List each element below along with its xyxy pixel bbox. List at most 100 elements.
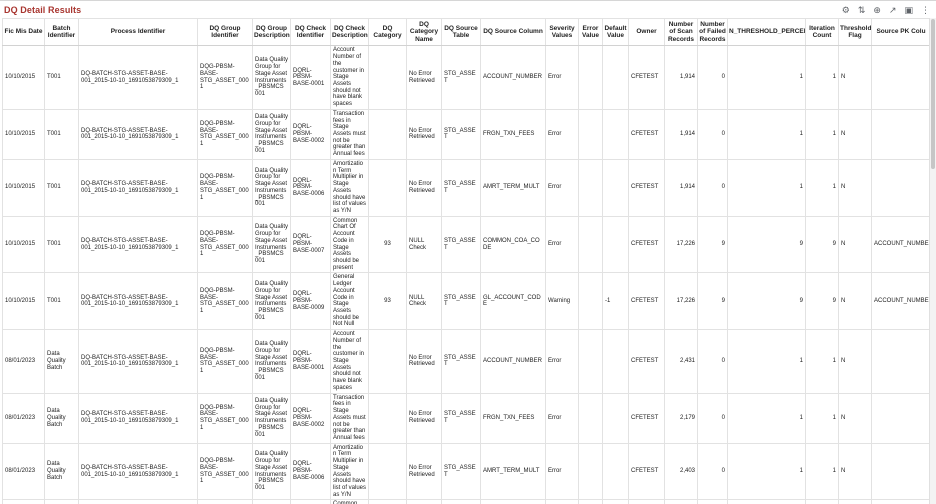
- cell-error-value: [578, 272, 603, 331]
- column-header-owner[interactable]: Owner: [628, 18, 665, 47]
- cell-severity-values: Error: [545, 158, 579, 217]
- cell-dq-check-identifier: DQRL-PBSM-BASE-0007: [290, 215, 331, 274]
- cell-severity-values: Error: [545, 329, 579, 394]
- cell-batch-identifier: T001: [44, 108, 79, 160]
- cell-source-pk-colu: [871, 45, 929, 110]
- cell-dq-group-description: Data Quality Group for Stage Asset Instr…: [252, 329, 291, 394]
- cell-fic-mis-date: 08/01/2023: [2, 499, 45, 504]
- cell-dq-check-description: Amortization Term Multiplier in Stage As…: [330, 442, 369, 501]
- cell-default-value: [602, 442, 629, 501]
- cell-default-value: [602, 215, 629, 274]
- cell-n-threshold-percent: 1: [727, 158, 806, 217]
- cell-dq-source-table: STG_ASSET: [441, 329, 481, 394]
- cell-dq-source-table: STG_ASSET: [441, 442, 481, 501]
- cell-source-pk-colu: [871, 329, 929, 394]
- cell-n-threshold-percent: 1: [727, 392, 806, 444]
- cell-threshold-flag: N: [838, 392, 872, 444]
- cell-iteration-count: 1: [805, 392, 839, 444]
- cell-batch-identifier: Data Quality Batch: [44, 499, 79, 504]
- settings-icon[interactable]: ⚙: [841, 4, 850, 15]
- cell-severity-values: Error: [545, 108, 579, 160]
- column-header-fic-mis-date[interactable]: Fic Mis Date: [2, 18, 45, 47]
- cell-dq-category-name: No Error Retrieved: [406, 442, 442, 501]
- column-header-number-of-scan-records[interactable]: Number of Scan Records: [664, 18, 698, 47]
- cell-number-of-failed-records: 9: [697, 272, 728, 331]
- cell-fic-mis-date: 10/10/2015: [2, 45, 45, 110]
- cell-owner: CFETEST: [628, 329, 665, 394]
- cell-n-threshold-percent: 9: [727, 272, 806, 331]
- column-header-default-value[interactable]: Default Value: [602, 18, 629, 47]
- cell-source-pk-colu: ACCOUNT_NUMBER,A: [871, 215, 929, 274]
- column-header-iteration-count[interactable]: Iteration Count: [805, 18, 839, 47]
- cell-default-value: [602, 329, 629, 394]
- cell-iteration-count: 9: [805, 272, 839, 331]
- cell-dq-category-name: No Error Retrieved: [406, 108, 442, 160]
- cell-dq-source-column: FRGN_TXN_FEES: [480, 392, 546, 444]
- cell-n-threshold-percent: 1: [727, 45, 806, 110]
- cell-error-value: [578, 158, 603, 217]
- cell-process-identifier: DQ-BATCH-STG-ASSET-BASE-001_2015-10-10_1…: [78, 45, 198, 110]
- maximize-icon[interactable]: ▣: [904, 4, 913, 15]
- cell-dq-check-identifier: DQRL-PBSM-BASE-0001: [290, 45, 331, 110]
- cell-dq-group-identifier: DQG-PBSM-BASE-STG_ASSET_0001: [197, 329, 253, 394]
- open-in-new-icon[interactable]: ↗: [888, 4, 897, 15]
- table-row: 10/10/2015 T001 DQ-BATCH-STG-ASSET-BASE-00…: [2, 158, 929, 217]
- cell-dq-group-identifier: DQG-PBSM-BASE-STG_ASSET_0001: [197, 158, 253, 217]
- column-header-dq-source-column[interactable]: DQ Source Column: [480, 18, 546, 47]
- cell-dq-source-table: STG_ASSET: [441, 45, 481, 110]
- cell-fic-mis-date: 10/10/2015: [2, 272, 45, 331]
- cell-dq-group-description: Data Quality Group for Stage Asset Instr…: [252, 499, 291, 504]
- column-header-process-identifier[interactable]: Process Identifier: [78, 18, 198, 47]
- column-header-threshold-flag[interactable]: Threshold Flag: [838, 18, 872, 47]
- cell-number-of-scan-records: 1,914: [664, 45, 698, 110]
- cell-batch-identifier: T001: [44, 45, 79, 110]
- cell-process-identifier: DQ-BATCH-STG-ASSET-BASE-001_2015-10-10_1…: [78, 442, 198, 501]
- cell-dq-check-identifier: DQRL-PBSM-BASE-0002: [290, 108, 331, 160]
- cell-dq-check-identifier: DQRL-PBSM-BASE-0006: [290, 442, 331, 501]
- cell-dq-source-column: COMMON_COA_CODE: [480, 499, 546, 504]
- column-header-number-of-failed-records[interactable]: Number of Failed Records: [697, 18, 728, 47]
- column-header-dq-group-identifier[interactable]: DQ Group Identifier: [197, 18, 253, 47]
- column-header-dq-category-name[interactable]: DQ Category Name: [406, 18, 442, 47]
- column-header-error-value[interactable]: Error Value: [578, 18, 603, 47]
- cell-dq-category-name: No Error Retrieved: [406, 329, 442, 394]
- column-header-dq-source-table[interactable]: DQ Source Table: [441, 18, 481, 47]
- cell-source-pk-colu: ACCOUNT_NUMBER,A: [871, 499, 929, 504]
- cell-dq-check-identifier: DQRL-PBSM-BASE-0009: [290, 272, 331, 331]
- cell-number-of-failed-records: 0: [697, 108, 728, 160]
- column-header-dq-category[interactable]: DQ Category: [368, 18, 407, 47]
- page-title: DQ Detail Results: [4, 5, 82, 15]
- cell-owner: CFETEST: [628, 45, 665, 110]
- column-header-source-pk-colu[interactable]: Source PK Colu: [871, 18, 929, 47]
- cell-fic-mis-date: 08/01/2023: [2, 329, 45, 394]
- cell-dq-group-description: Data Quality Group for Stage Asset Instr…: [252, 45, 291, 110]
- cell-default-value: [602, 45, 629, 110]
- cell-n-threshold-percent: 9: [727, 499, 806, 504]
- more-menu-icon[interactable]: ⋮: [921, 4, 930, 15]
- cell-number-of-failed-records: 74: [697, 499, 728, 504]
- column-header-batch-identifier[interactable]: Batch Identifier: [44, 18, 79, 47]
- column-header-severity-values[interactable]: Severity Values: [545, 18, 579, 47]
- sort-icon[interactable]: ⇅: [857, 4, 866, 15]
- cell-dq-group-identifier: DQG-PBSM-BASE-STG_ASSET_0001: [197, 108, 253, 160]
- cell-dq-source-table: STG_ASSET: [441, 392, 481, 444]
- column-header-dq-group-description[interactable]: DQ Group Description: [252, 18, 291, 47]
- cell-dq-category: [368, 329, 407, 394]
- column-header-n-threshold-percent[interactable]: N_THRESHOLD_PERCENT: [727, 18, 806, 47]
- cell-source-pk-colu: [871, 108, 929, 160]
- vertical-scrollbar[interactable]: [929, 18, 936, 504]
- cell-dq-check-description: Common Chart Of Account Code in Stage As…: [330, 499, 369, 504]
- cell-process-identifier: DQ-BATCH-STG-ASSET-BASE-001_2015-10-10_1…: [78, 499, 198, 504]
- cell-iteration-count: 1: [805, 442, 839, 501]
- scrollbar-thumb[interactable]: [931, 19, 935, 169]
- cell-dq-category: [368, 158, 407, 217]
- column-header-dq-check-description[interactable]: DQ Check Description: [330, 18, 369, 47]
- cell-dq-source-table: STG_ASSET: [441, 499, 481, 504]
- column-header-dq-check-identifier[interactable]: DQ Check Identifier: [290, 18, 331, 47]
- globe-icon[interactable]: ⊕: [873, 4, 881, 15]
- results-grid-container: Fic Mis Date Batch Identifier Process Iden…: [2, 18, 929, 504]
- cell-dq-category-name: No Error Retrieved: [406, 158, 442, 217]
- cell-severity-values: Warning: [545, 272, 579, 331]
